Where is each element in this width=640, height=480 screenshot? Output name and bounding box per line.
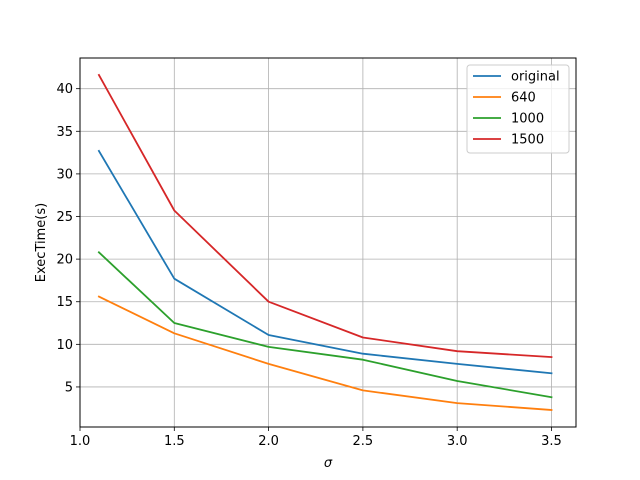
legend-box — [466, 64, 570, 154]
x-tick-label: 1.5 — [164, 434, 185, 449]
x-tick-label: 1.0 — [70, 434, 91, 449]
x-tick-label: 2.5 — [353, 434, 374, 449]
series-line-1500 — [97, 73, 553, 359]
x-tick-label: 2.0 — [258, 434, 279, 449]
legend: original 640 1000 1500 — [466, 64, 570, 154]
y-tick-label: 40 — [56, 82, 73, 97]
y-tick-label: 35 — [56, 125, 73, 140]
legend-label-1000: 1000 — [511, 112, 544, 127]
plot-area-frame — [79, 57, 577, 428]
legend-label-1500: 1500 — [511, 133, 544, 148]
series-line-original — [97, 149, 553, 375]
legend-label-original: original — [511, 70, 560, 85]
y-tick-label: 15 — [56, 295, 73, 310]
series-lines — [97, 73, 553, 411]
x-axis-ticks: 1.0 1.5 2.0 2.5 3.0 3.5 — [70, 427, 562, 449]
legend-label-640: 640 — [511, 91, 536, 106]
series-line-1000 — [97, 251, 553, 399]
y-tick-label: 5 — [65, 380, 73, 395]
y-axis-label: ExecTime(s) — [34, 203, 49, 282]
y-tick-label: 30 — [56, 167, 73, 182]
y-tick-label: 20 — [56, 253, 73, 268]
y-tick-label: 25 — [56, 210, 73, 225]
series-line-640 — [97, 295, 553, 411]
x-tick-label: 3.5 — [541, 434, 562, 449]
x-axis-label: σ — [324, 456, 333, 471]
y-tick-label: 10 — [56, 338, 73, 353]
y-axis-ticks: 5 10 15 20 25 30 35 40 — [56, 82, 80, 395]
x-tick-label: 3.0 — [447, 434, 468, 449]
